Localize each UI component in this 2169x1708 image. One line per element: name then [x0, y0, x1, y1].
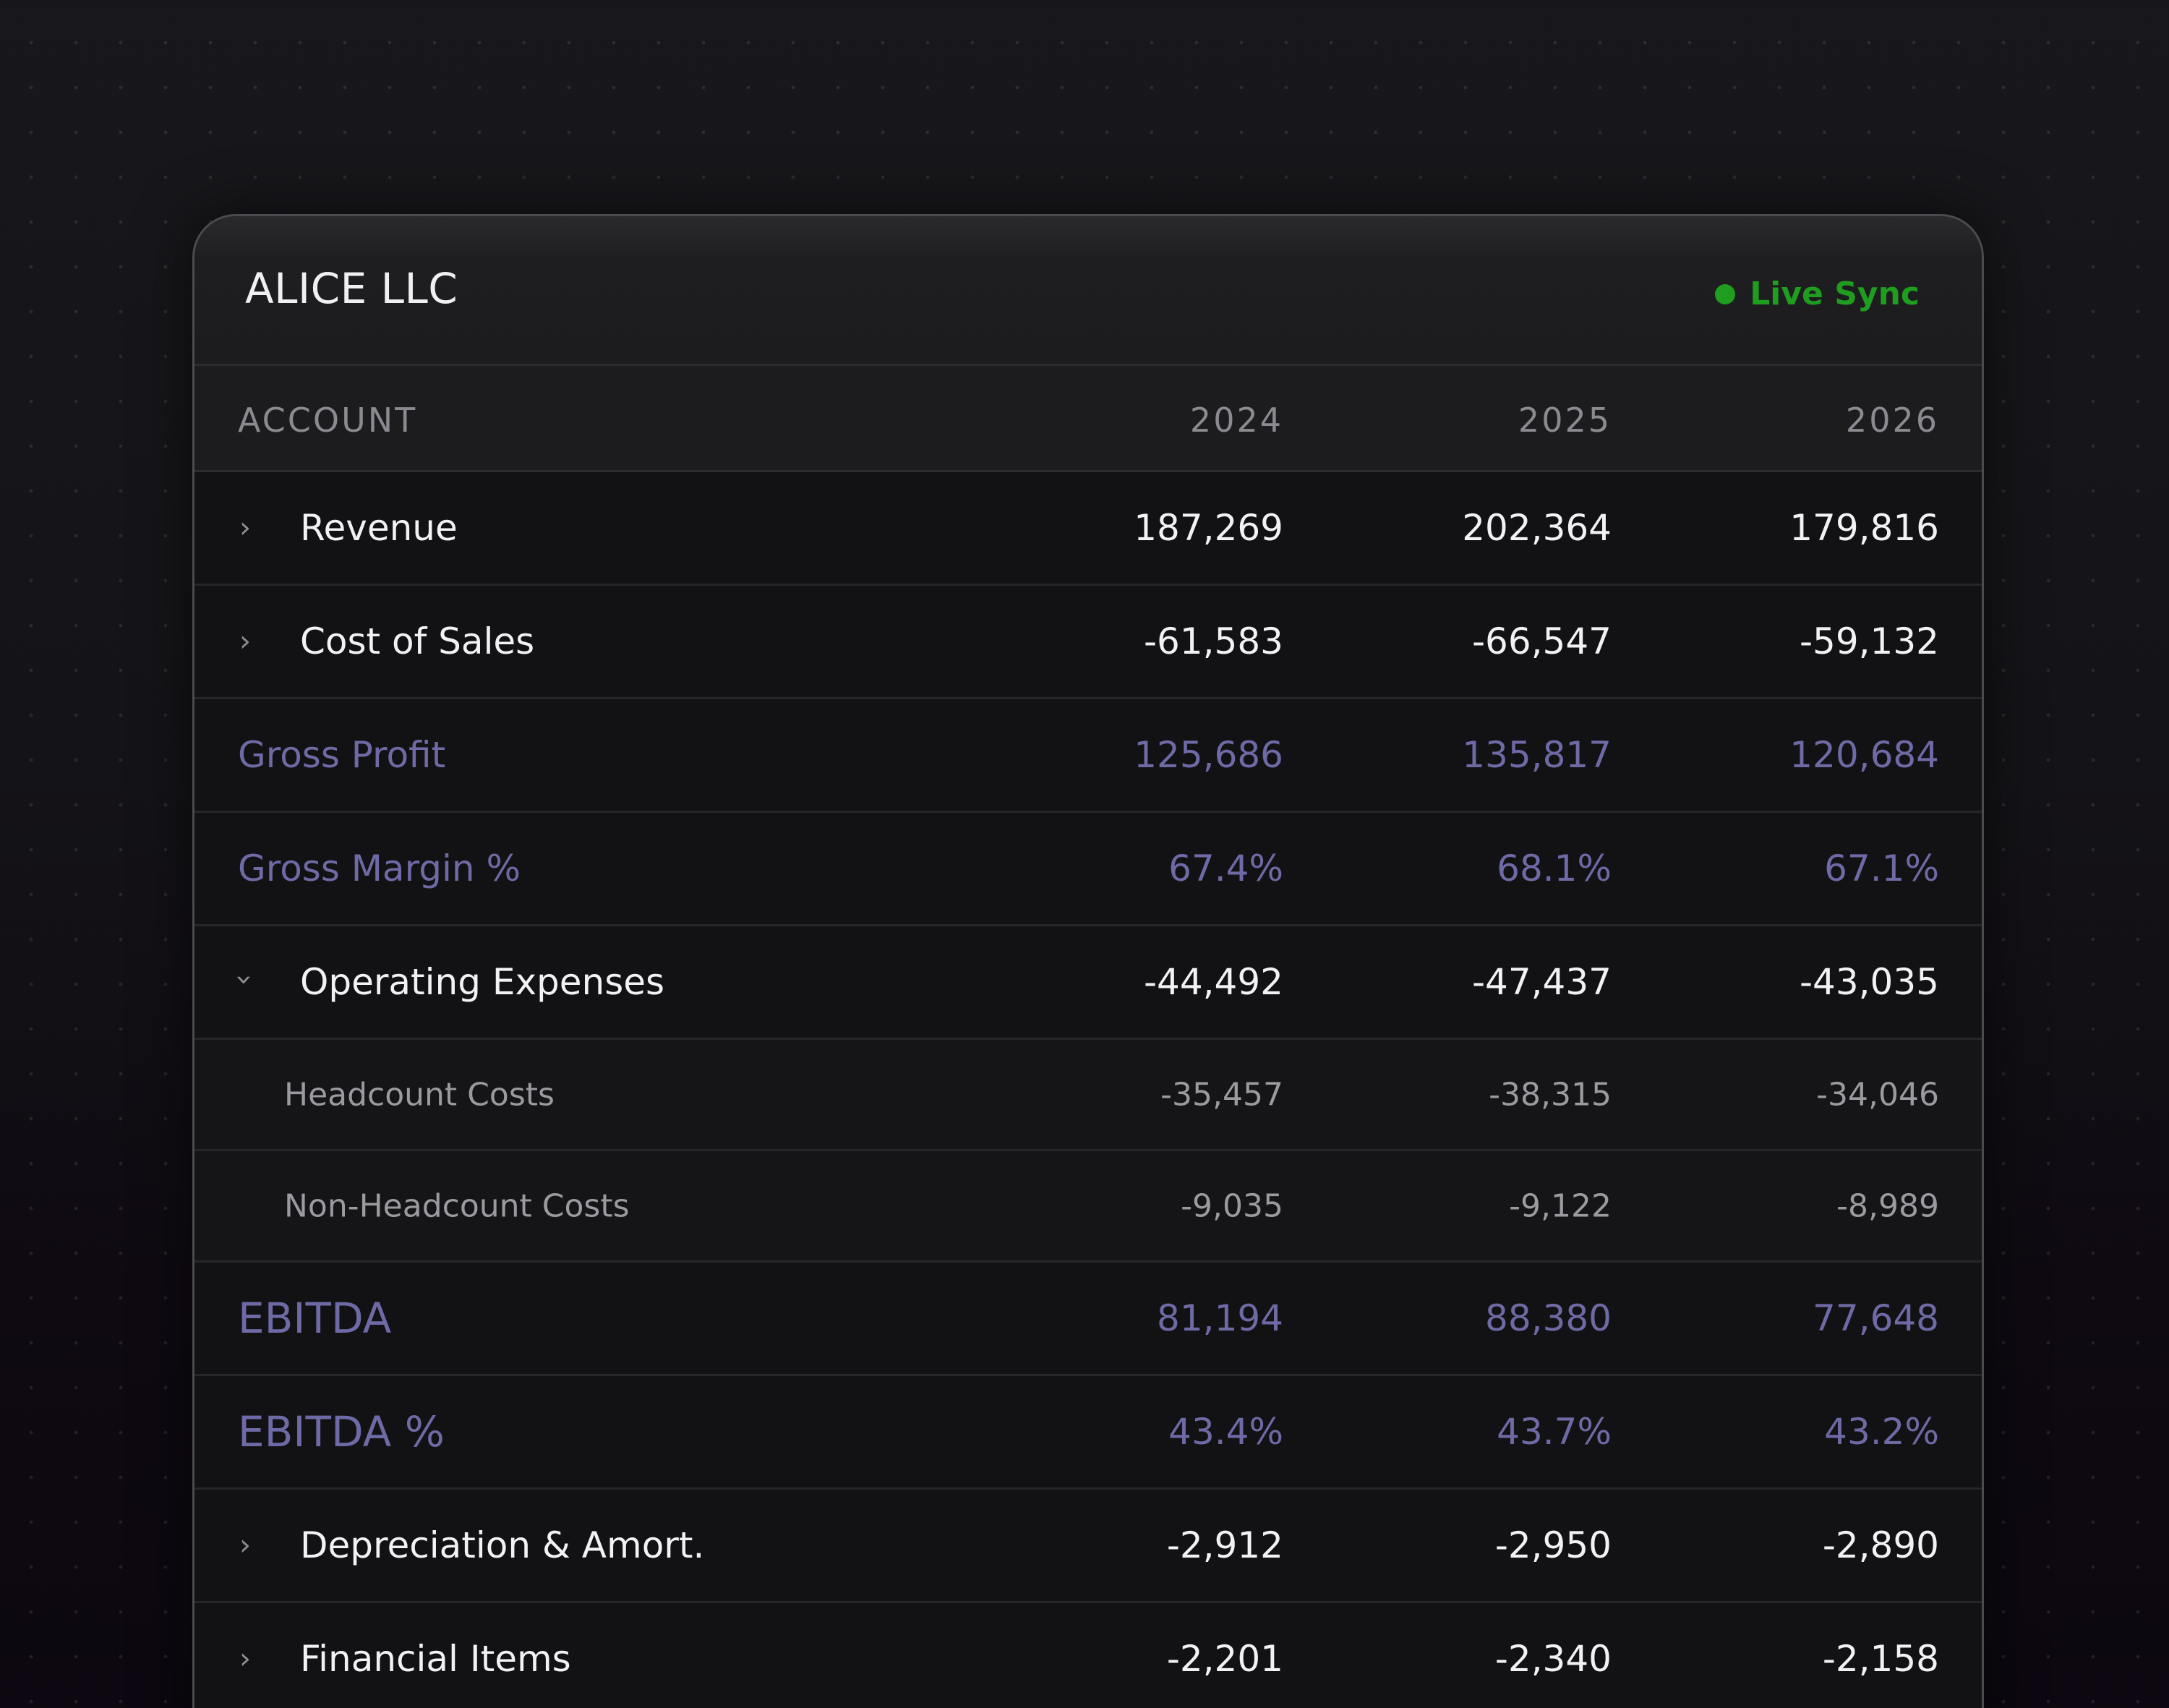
column-header-row: ACCOUNT 2024 2025 2026: [194, 366, 1982, 472]
value-2025: 43.7%: [1497, 1411, 1612, 1453]
value-2025: -2,340: [1494, 1638, 1612, 1680]
value-2024: 43.4%: [1168, 1411, 1283, 1453]
row-label: Cost of Sales: [300, 620, 535, 662]
value-2025: 88,380: [1485, 1297, 1612, 1339]
row-label: Revenue: [300, 507, 458, 549]
row-label: Operating Expenses: [300, 961, 665, 1003]
card-header: ALICE LLC Live Sync: [194, 216, 1982, 366]
value-2024: 67.4%: [1168, 847, 1283, 889]
row-headcount-costs: Headcount Costs -35,457 -38,315 -34,046: [194, 1040, 1982, 1151]
value-2025: -47,437: [1472, 961, 1612, 1003]
value-2026: 43.2%: [1824, 1411, 1939, 1453]
row-label: Headcount Costs: [284, 1076, 555, 1113]
value-2025: -2,950: [1494, 1524, 1612, 1566]
row-gross-profit: Gross Profit 125,686 135,817 120,684: [194, 699, 1982, 813]
row-cost-of-sales[interactable]: › Cost of Sales -61,583 -66,547 -59,132: [194, 586, 1982, 699]
row-ebitda-percent: EBITDA % 43.4% 43.7% 43.2%: [194, 1376, 1982, 1490]
chevron-down-icon[interactable]: ›: [228, 974, 261, 986]
row-gross-margin: Gross Margin % 67.4% 68.1% 67.1%: [194, 813, 1982, 926]
column-header-2026: 2026: [1845, 401, 1939, 440]
value-2024: 81,194: [1157, 1297, 1283, 1339]
row-depreciation-amortization[interactable]: › Depreciation & Amort. -2,912 -2,950 -2…: [194, 1490, 1982, 1603]
value-2025: -66,547: [1472, 620, 1612, 662]
row-label: Non-Headcount Costs: [284, 1187, 630, 1224]
value-2024: 125,686: [1134, 734, 1283, 776]
row-revenue[interactable]: › Revenue 187,269 202,364 179,816: [194, 472, 1982, 586]
row-label: Depreciation & Amort.: [300, 1524, 705, 1566]
company-name: ALICE LLC: [245, 264, 458, 313]
value-2026: 67.1%: [1824, 847, 1939, 889]
value-2026: -59,132: [1800, 620, 1939, 662]
value-2024: -44,492: [1144, 961, 1283, 1003]
chevron-right-icon[interactable]: ›: [239, 1529, 251, 1562]
value-2026: -2,158: [1822, 1638, 1939, 1680]
value-2024: -2,912: [1166, 1524, 1283, 1566]
value-2024: -9,035: [1181, 1187, 1283, 1224]
value-2026: -34,046: [1816, 1076, 1939, 1113]
column-header-account: ACCOUNT: [238, 401, 418, 440]
value-2026: 120,684: [1789, 734, 1939, 776]
row-ebitda: EBITDA 81,194 88,380 77,648: [194, 1263, 1982, 1376]
value-2024: -35,457: [1160, 1076, 1283, 1113]
chevron-right-icon[interactable]: ›: [239, 1642, 251, 1675]
live-sync-status: Live Sync: [1715, 276, 1920, 312]
value-2026: 179,816: [1789, 507, 1939, 549]
status-dot-icon: [1715, 283, 1736, 304]
row-non-headcount-costs: Non-Headcount Costs -9,035 -9,122 -8,989: [194, 1151, 1982, 1263]
value-2026: -8,989: [1836, 1187, 1939, 1224]
value-2025: -9,122: [1509, 1187, 1612, 1224]
value-2025: -38,315: [1489, 1076, 1612, 1113]
value-2026: 77,648: [1813, 1297, 1939, 1339]
column-header-2025: 2025: [1518, 401, 1612, 440]
row-label: EBITDA: [238, 1294, 392, 1343]
chevron-right-icon[interactable]: ›: [239, 625, 251, 658]
value-2025: 202,364: [1462, 507, 1612, 549]
row-label: Financial Items: [300, 1638, 571, 1680]
value-2026: -2,890: [1822, 1524, 1939, 1566]
row-label: Gross Profit: [238, 734, 446, 776]
row-operating-expenses[interactable]: › Operating Expenses -44,492 -47,437 -43…: [194, 926, 1982, 1040]
row-financial-items[interactable]: › Financial Items -2,201 -2,340 -2,158: [194, 1603, 1982, 1708]
live-sync-label: Live Sync: [1750, 276, 1920, 312]
value-2024: -2,201: [1166, 1638, 1283, 1680]
chevron-right-icon[interactable]: ›: [239, 511, 251, 545]
value-2024: -61,583: [1144, 620, 1283, 662]
value-2025: 135,817: [1462, 734, 1612, 776]
row-label: Gross Margin %: [238, 847, 521, 889]
value-2025: 68.1%: [1497, 847, 1612, 889]
row-label: EBITDA %: [238, 1407, 445, 1456]
pnl-card: ALICE LLC Live Sync ACCOUNT 2024 2025 20…: [192, 214, 1984, 1708]
value-2024: 187,269: [1134, 507, 1283, 549]
value-2026: -43,035: [1800, 961, 1939, 1003]
column-header-2024: 2024: [1189, 401, 1283, 440]
